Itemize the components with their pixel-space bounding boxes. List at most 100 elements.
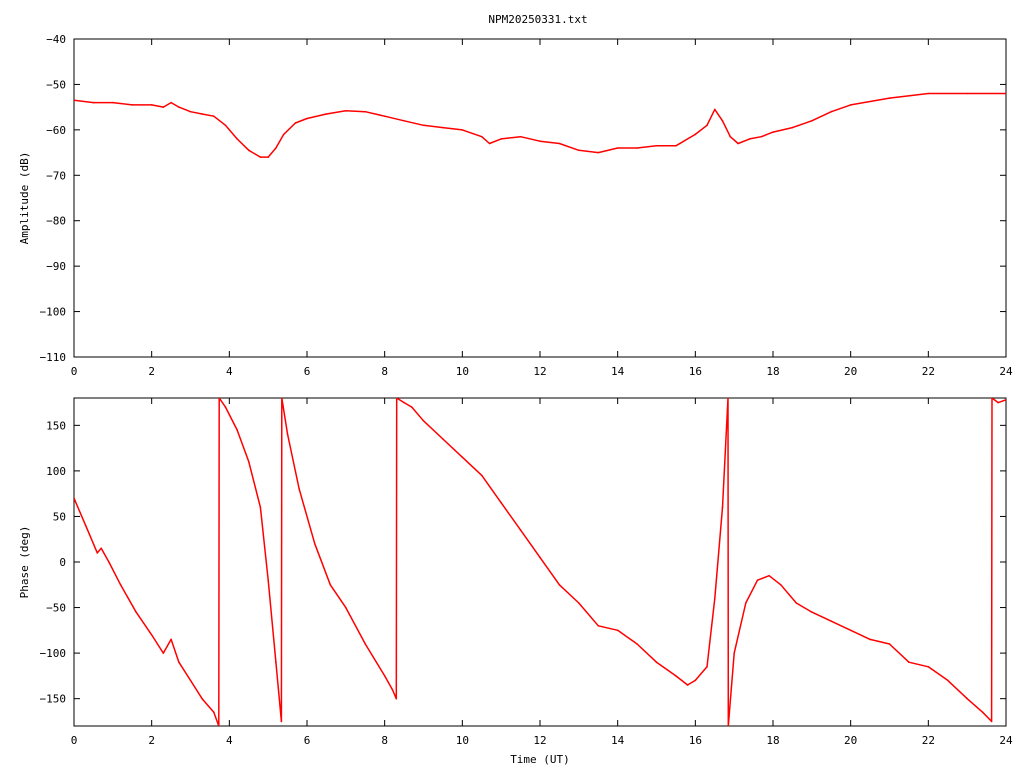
phase-data-point: [189, 679, 192, 682]
amplitude-data-point: [224, 124, 227, 127]
phase-y-tick-label: 150: [46, 419, 66, 432]
phase-data-point: [391, 688, 394, 691]
phase-data-point: [500, 502, 503, 504]
amplitude-y-tick-label: −40: [46, 33, 66, 46]
amplitude-x-tick-label: 16: [689, 365, 702, 378]
phase-data-point: [849, 629, 852, 632]
phase-data-point: [314, 543, 316, 545]
phase-x-tick-label: 20: [844, 734, 857, 747]
amplitude-data-point: [597, 151, 600, 154]
phase-data-point: [694, 679, 697, 682]
phase-data-point: [411, 406, 413, 408]
amplitude-data-point: [383, 115, 386, 117]
phase-data-point: [213, 711, 215, 714]
phase-data-point: [558, 584, 561, 586]
amplitude-data-point: [888, 97, 891, 99]
phase-data-point: [597, 625, 600, 627]
amplitude-data-point: [325, 113, 328, 115]
amplitude-x-tick-label: 4: [226, 365, 233, 378]
amplitude-y-tick-label: −100: [40, 306, 67, 319]
amplitude-data-point: [675, 145, 677, 147]
phase-data-point: [768, 574, 770, 577]
phase-data-point: [997, 401, 999, 404]
amplitude-data-point: [213, 115, 215, 117]
amplitude-data-point: [519, 135, 522, 138]
phase-y-tick-label: −50: [46, 602, 66, 615]
phase-data-point: [1005, 399, 1006, 401]
amplitude-y-axis-label: Amplitude (dB): [18, 152, 31, 245]
amplitude-data-point: [170, 101, 172, 104]
amplitude-y-tick-label: −50: [46, 78, 66, 91]
phase-data-point: [616, 629, 619, 632]
amplitude-data-point: [248, 149, 250, 152]
phase-x-tick-label: 14: [611, 734, 625, 747]
phase-data-point: [150, 634, 153, 636]
phase-data-point: [947, 679, 949, 682]
amplitude-data-point: [1005, 92, 1006, 95]
phase-data-point: [286, 433, 289, 436]
amplitude-data-point: [737, 142, 739, 145]
phase-data-point: [721, 506, 724, 509]
phase-data-point: [780, 584, 782, 586]
phase-x-tick-label: 24: [999, 734, 1013, 747]
phase-data-point: [481, 474, 483, 477]
amplitude-y-tick-label: −60: [46, 124, 66, 137]
phase-data-point: [908, 661, 910, 663]
amplitude-data-point: [422, 124, 425, 127]
phase-data-point: [981, 711, 984, 714]
amplitude-x-tick-label: 14: [611, 365, 625, 378]
phase-data-point: [329, 584, 332, 586]
amplitude-data-point: [636, 147, 638, 149]
phase-data-point: [84, 524, 87, 527]
phase-data-point: [830, 620, 833, 622]
amplitude-x-tick-label: 12: [533, 365, 546, 378]
amplitude-data-point: [345, 110, 347, 112]
phase-x-tick-label: 2: [148, 734, 155, 747]
phase-y-tick-label: 100: [46, 465, 66, 478]
amplitude-data-point: [849, 104, 852, 106]
phase-data-point: [990, 720, 993, 723]
phase-data-point: [267, 579, 270, 581]
figure-title: NPM20250331.txt: [488, 13, 587, 26]
amplitude-data-point: [275, 147, 277, 149]
amplitude-data-point: [481, 135, 483, 138]
amplitude-data-point: [150, 104, 153, 106]
phase-data-point: [236, 429, 238, 431]
amplitude-data-point: [442, 126, 444, 129]
phase-data-point: [259, 506, 262, 509]
phase-data-point: [539, 556, 541, 559]
phase-x-tick-label: 0: [71, 734, 78, 747]
amplitude-data-point: [92, 101, 95, 104]
amplitude-data-point: [729, 135, 732, 138]
amplitude-data-point: [927, 92, 930, 95]
amplitude-data-point: [966, 92, 968, 95]
amplitude-data-point: [791, 126, 794, 129]
phase-data-point: [345, 606, 347, 609]
phase-data-point: [991, 398, 993, 399]
phase-data-point: [201, 697, 203, 700]
amplitude-data-point: [259, 156, 262, 158]
amplitude-data-point: [201, 113, 203, 115]
amplitude-data-point: [578, 149, 580, 152]
phase-data-point: [383, 675, 386, 677]
amplitude-data-point: [236, 138, 238, 140]
amplitude-data-point: [706, 124, 708, 127]
phase-y-tick-label: 0: [59, 556, 66, 569]
amplitude-x-tick-label: 20: [844, 365, 857, 378]
amplitude-x-tick-label: 0: [71, 365, 78, 378]
phase-data-point: [811, 611, 813, 613]
amplitude-data-point: [760, 135, 763, 138]
phase-data-point: [706, 666, 708, 668]
phase-x-tick-label: 16: [689, 734, 702, 747]
amplitude-x-tick-label: 10: [456, 365, 469, 378]
phase-data-point: [224, 406, 227, 408]
phase-y-tick-label: −100: [40, 647, 67, 660]
amplitude-x-tick-label: 22: [922, 365, 935, 378]
amplitude-data-point: [616, 147, 619, 149]
amplitude-data-point: [306, 117, 308, 120]
phase-data-point: [364, 643, 367, 645]
phase-data-point: [442, 438, 444, 440]
amplitude-data-point: [830, 110, 833, 113]
